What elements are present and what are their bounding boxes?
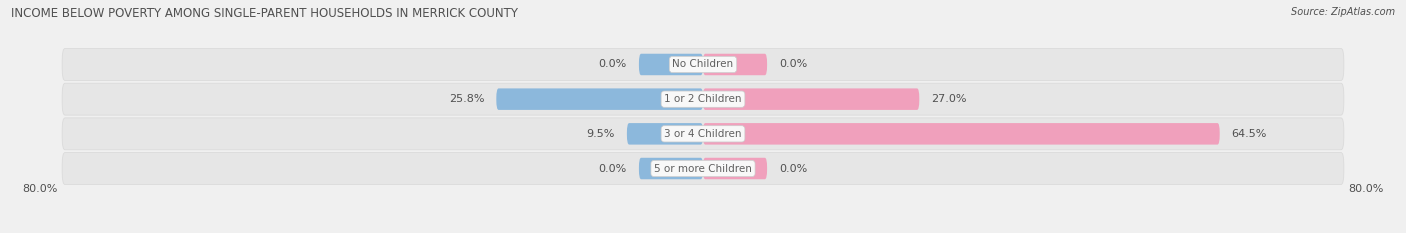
- Text: 80.0%: 80.0%: [22, 184, 58, 194]
- FancyBboxPatch shape: [703, 158, 768, 179]
- FancyBboxPatch shape: [638, 54, 703, 75]
- Text: INCOME BELOW POVERTY AMONG SINGLE-PARENT HOUSEHOLDS IN MERRICK COUNTY: INCOME BELOW POVERTY AMONG SINGLE-PARENT…: [11, 7, 519, 20]
- Text: 9.5%: 9.5%: [586, 129, 614, 139]
- FancyBboxPatch shape: [62, 153, 1344, 185]
- FancyBboxPatch shape: [496, 88, 703, 110]
- Text: 27.0%: 27.0%: [931, 94, 967, 104]
- FancyBboxPatch shape: [703, 54, 768, 75]
- FancyBboxPatch shape: [62, 83, 1344, 115]
- FancyBboxPatch shape: [638, 158, 703, 179]
- Text: 3 or 4 Children: 3 or 4 Children: [664, 129, 742, 139]
- Text: 0.0%: 0.0%: [779, 59, 807, 69]
- Text: No Children: No Children: [672, 59, 734, 69]
- Text: 0.0%: 0.0%: [779, 164, 807, 174]
- Text: 0.0%: 0.0%: [599, 164, 627, 174]
- FancyBboxPatch shape: [627, 123, 703, 145]
- Text: 64.5%: 64.5%: [1232, 129, 1267, 139]
- FancyBboxPatch shape: [62, 118, 1344, 150]
- FancyBboxPatch shape: [703, 123, 1219, 145]
- Text: 5 or more Children: 5 or more Children: [654, 164, 752, 174]
- Text: 80.0%: 80.0%: [1348, 184, 1384, 194]
- Text: 0.0%: 0.0%: [599, 59, 627, 69]
- FancyBboxPatch shape: [62, 48, 1344, 80]
- FancyBboxPatch shape: [703, 88, 920, 110]
- Legend: Single Father, Single Mother: Single Father, Single Mother: [600, 229, 806, 233]
- Text: 25.8%: 25.8%: [449, 94, 484, 104]
- Text: Source: ZipAtlas.com: Source: ZipAtlas.com: [1291, 7, 1395, 17]
- Text: 1 or 2 Children: 1 or 2 Children: [664, 94, 742, 104]
